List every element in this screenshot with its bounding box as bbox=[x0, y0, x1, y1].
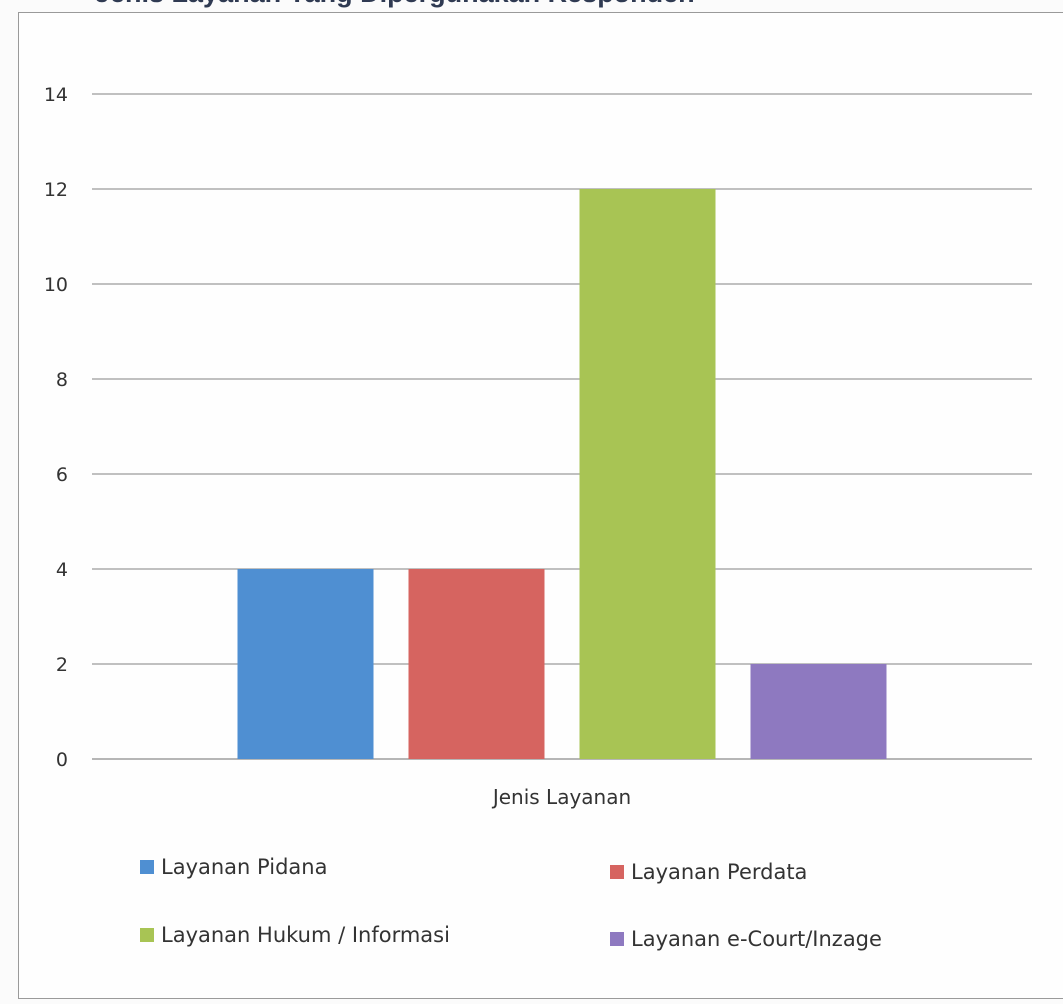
legend-item-pidana: Layanan Pidana bbox=[140, 855, 327, 879]
y-tick-label: 10 bbox=[44, 274, 68, 296]
chart-frame bbox=[18, 12, 1063, 999]
x-axis-label: Jenis Layanan bbox=[491, 785, 631, 809]
legend-label: Layanan e-Court/Inzage bbox=[631, 927, 882, 951]
bars bbox=[237, 189, 887, 759]
y-tick-label: 2 bbox=[56, 654, 68, 676]
legend-swatch bbox=[610, 865, 624, 879]
legend-label: Layanan Hukum / Informasi bbox=[161, 923, 450, 947]
legend-label: Layanan Perdata bbox=[631, 860, 808, 884]
gridlines bbox=[92, 93, 1032, 760]
y-axis-ticks: 0 2 4 6 8 10 12 14 bbox=[44, 84, 68, 771]
bar-layanan-perdata bbox=[408, 569, 545, 759]
legend-item-ecourt-inzage: Layanan e-Court/Inzage bbox=[610, 927, 882, 951]
legend-item-hukum-informasi: Layanan Hukum / Informasi bbox=[140, 923, 450, 947]
bar-layanan-pidana bbox=[237, 569, 374, 759]
legend-swatch bbox=[140, 860, 154, 874]
bar-layanan-e-court-inzage bbox=[750, 664, 887, 759]
y-tick-label: 6 bbox=[56, 464, 68, 486]
y-tick-label: 14 bbox=[44, 84, 68, 106]
legend-swatch bbox=[140, 928, 154, 942]
y-tick-label: 0 bbox=[56, 749, 68, 771]
chart-title: Jenis Layanan Yang Dipergunakan Responde… bbox=[95, 0, 695, 9]
y-tick-label: 4 bbox=[56, 559, 68, 581]
bar-layanan-hukum-informasi bbox=[579, 189, 716, 759]
y-tick-label: 12 bbox=[44, 179, 68, 201]
legend-item-perdata: Layanan Perdata bbox=[610, 860, 807, 884]
y-tick-label: 8 bbox=[56, 369, 68, 391]
legend-swatch bbox=[610, 932, 624, 946]
legend-label: Layanan Pidana bbox=[161, 855, 328, 879]
